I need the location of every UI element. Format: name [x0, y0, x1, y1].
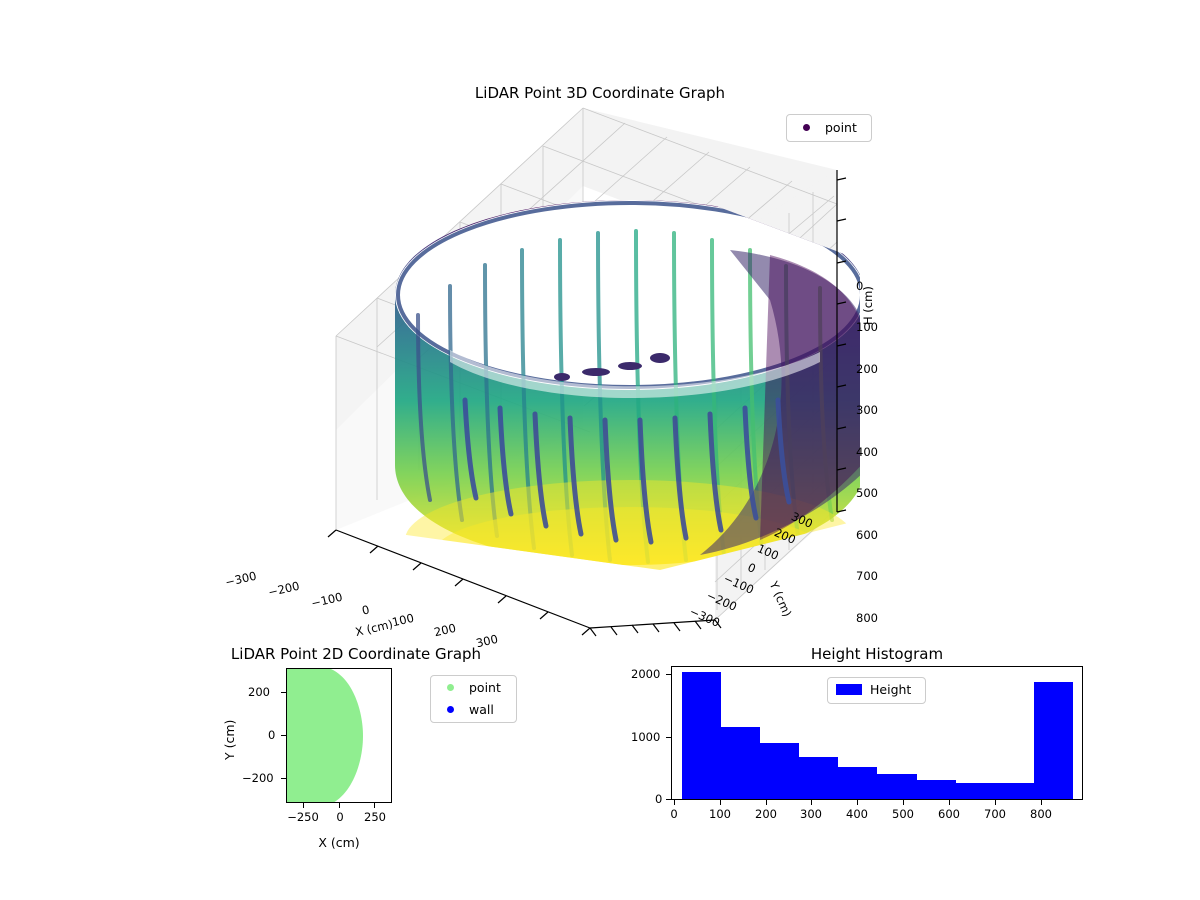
hist-ytick-0: 0	[655, 792, 663, 806]
plot3d-point-cloud	[395, 200, 860, 570]
plot2d-legend-label-wall: wall	[469, 701, 494, 717]
legend-marker-point-icon	[793, 123, 819, 131]
plot3d-ztick-3: 300	[856, 403, 878, 417]
histogram-legend[interactable]: Height	[827, 677, 926, 704]
hist-xtick-mark-800	[1041, 800, 1043, 805]
histogram-bar	[955, 783, 995, 799]
plot2d-canvas	[287, 669, 363, 802]
plot3d-ztick-7: 700	[856, 569, 878, 583]
plot3d-title: LiDAR Point 3D Coordinate Graph	[474, 84, 726, 102]
hist-ytick-mark-2000	[666, 674, 671, 676]
histogram-bar	[798, 757, 839, 799]
hist-xtick-mark-100	[720, 800, 722, 805]
histogram-bar	[720, 727, 760, 799]
plot2d-xtick-2: 250	[364, 810, 386, 824]
hist-xtick-7: 700	[984, 807, 1006, 821]
plot3d-ztick-6: 600	[856, 528, 878, 542]
hist-ytick-2: 2000	[631, 667, 661, 681]
hist-xtick-1: 100	[709, 807, 731, 821]
hist-xtick-8: 800	[1030, 807, 1052, 821]
plot2d-xlabel: X (cm)	[318, 835, 360, 850]
histogram-bar	[759, 742, 799, 799]
histogram-bar	[681, 671, 721, 799]
plot2d-axes[interactable]	[286, 668, 392, 803]
histogram-bar	[877, 774, 917, 799]
hist-ytick-1: 1000	[631, 730, 661, 744]
plot2d-ytick-2: −200	[242, 771, 274, 785]
plot3d-ztick-8: 800	[856, 611, 878, 625]
histogram-title: Height Histogram	[810, 645, 944, 663]
hist-xtick-2: 200	[755, 807, 777, 821]
histogram-bars	[672, 667, 1082, 799]
hist-xtick-mark-300	[811, 800, 813, 805]
plot2d-xtick-mark-250	[374, 803, 376, 808]
plot2d-ytick-1: 0	[268, 728, 276, 742]
hist-xtick-4: 400	[846, 807, 868, 821]
legend-patch-height-icon	[834, 684, 864, 695]
hist-xtick-3: 300	[800, 807, 822, 821]
hist-xtick-6: 600	[938, 807, 960, 821]
hist-xtick-5: 500	[892, 807, 914, 821]
plot3d-ztick-2: 200	[856, 362, 878, 376]
plot2d-xtick-mark-neg250	[303, 803, 305, 808]
histogram-bar	[1033, 681, 1073, 799]
plot3d-ticks	[327, 177, 847, 637]
plot2d-xtick-1: 0	[336, 810, 344, 824]
plot2d-title: LiDAR Point 2D Coordinate Graph	[230, 645, 482, 663]
plot3d-ztick-5: 500	[856, 486, 878, 500]
plot3d-legend-label-point: point	[825, 119, 857, 135]
histogram-bar	[916, 779, 956, 799]
hist-xtick-mark-700	[995, 800, 997, 805]
hist-xtick-0: 0	[670, 807, 678, 821]
histogram-bar	[994, 783, 1034, 799]
plot2d-ytick-mark-0	[281, 735, 286, 737]
plot2d-ytick-mark-neg200	[281, 778, 286, 780]
histogram-bar	[838, 767, 878, 799]
plot2d-legend[interactable]: point wall	[430, 675, 517, 723]
plot2d-legend-label-point: point	[469, 679, 501, 695]
plot3d-axes[interactable]: 0 100 200 300 400 500 600 700 800	[300, 100, 900, 640]
plot3d-xtick-0: −300	[223, 568, 258, 590]
hist-xtick-mark-500	[903, 800, 905, 805]
plot2d-xtick-0: −250	[287, 810, 319, 824]
plot3d-ztick-0: 0	[856, 279, 864, 293]
hist-xtick-mark-400	[857, 800, 859, 805]
hist-ytick-mark-1000	[666, 737, 671, 739]
plot3d-ztick-1: 100	[856, 320, 878, 334]
plot3d-zlabel: H (cm)	[861, 286, 875, 325]
legend-marker-point-icon	[437, 683, 463, 691]
plot3d-canvas	[327, 107, 860, 637]
plot2d-ytick-mark-200	[281, 692, 286, 694]
hist-xtick-mark-200	[766, 800, 768, 805]
plot3d-legend[interactable]: point	[786, 114, 872, 142]
plot2d-ylabel: Y (cm)	[222, 719, 237, 760]
hist-ytick-mark-0	[666, 799, 671, 801]
plot3d-ztick-4: 400	[856, 445, 878, 459]
legend-marker-wall-icon	[437, 705, 463, 713]
plot2d-point-region	[287, 669, 363, 802]
hist-xtick-mark-0	[674, 800, 676, 805]
histogram-legend-label-height: Height	[870, 682, 912, 697]
plot2d-xtick-mark-0	[339, 803, 341, 808]
plot3d-xtick-1: −200	[266, 578, 301, 600]
plot2d-ytick-0: 200	[248, 685, 270, 699]
hist-xtick-mark-600	[949, 800, 951, 805]
